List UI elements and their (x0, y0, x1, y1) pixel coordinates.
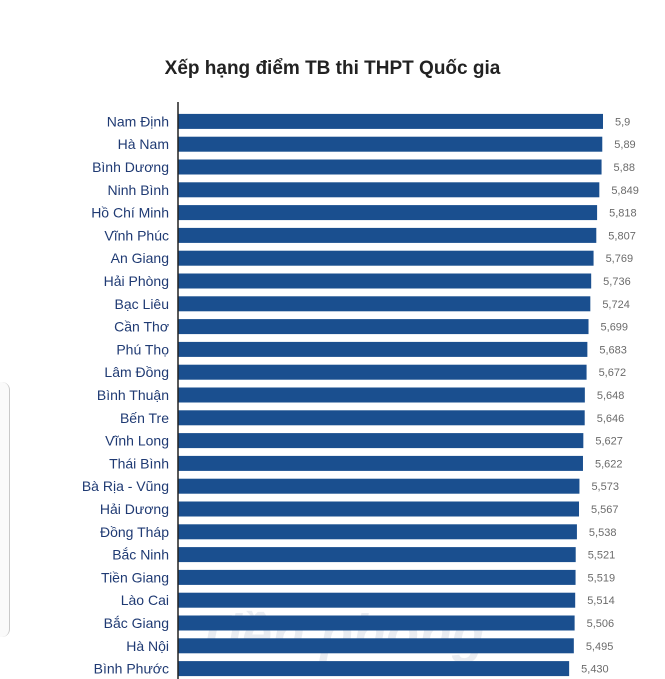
bar (178, 615, 575, 631)
value-label: 5,849 (611, 185, 639, 197)
bar (178, 364, 587, 380)
bar (178, 410, 585, 426)
bar (178, 296, 591, 312)
category-label: Bà Rịa - Vũng (82, 478, 169, 494)
bar (178, 569, 576, 585)
value-label: 5,627 (595, 436, 623, 448)
bar (178, 478, 580, 494)
bar (178, 638, 574, 654)
bar (178, 341, 588, 357)
bar (178, 159, 602, 175)
bar (178, 113, 603, 129)
category-label: Hà Nội (126, 638, 169, 654)
bar (178, 205, 598, 221)
value-label: 5,506 (587, 618, 615, 630)
category-label: Lâm Đồng (104, 364, 169, 380)
value-label: 5,672 (599, 367, 627, 379)
bar (178, 455, 583, 471)
bar (178, 319, 589, 335)
category-label: Bắc Ninh (112, 547, 169, 563)
bar (178, 524, 577, 540)
bar (178, 661, 570, 677)
bar (178, 501, 580, 517)
category-label: Thái Bình (109, 455, 169, 471)
bar (178, 182, 600, 198)
category-label: Bến Tre (120, 410, 169, 426)
value-label: 5,89 (614, 139, 635, 151)
category-label: Hà Nam (118, 136, 169, 152)
value-label: 5,807 (608, 230, 636, 242)
value-label: 5,88 (614, 162, 635, 174)
value-label: 5,683 (599, 344, 627, 356)
value-label: 5,818 (609, 208, 637, 220)
category-label: Hải Dương (100, 501, 169, 517)
bar (178, 592, 576, 608)
bar (178, 227, 597, 243)
value-label: 5,736 (603, 276, 631, 288)
chart-title: Xếp hạng điểm TB thi THPT Quốc gia (164, 58, 501, 79)
category-label: Vĩnh Long (105, 433, 169, 449)
category-label: An Giang (111, 250, 169, 266)
category-label: Bình Thuận (97, 387, 169, 403)
value-label: 5,567 (591, 504, 619, 516)
value-label: 5,699 (601, 322, 629, 334)
category-label: Cần Thơ (114, 319, 169, 335)
category-label: Hải Phòng (104, 273, 169, 289)
bar (178, 433, 584, 449)
value-label: 5,521 (588, 550, 616, 562)
category-label: Tiền Giang (101, 569, 169, 585)
category-label: Lào Cai (121, 592, 169, 608)
category-label: Phú Thọ (116, 341, 169, 357)
value-label: 5,9 (615, 116, 630, 128)
value-label: 5,495 (586, 641, 614, 653)
category-label: Bắc Giang (104, 615, 169, 631)
value-label: 5,622 (595, 458, 623, 470)
category-label: Nam Định (107, 113, 169, 129)
value-label: 5,519 (588, 572, 616, 584)
adjacent-panel-edge (0, 382, 10, 637)
category-label: Bình Phước (94, 661, 169, 677)
category-label: Ninh Bình (108, 182, 169, 198)
value-label: 5,573 (591, 481, 619, 493)
category-label: Bạc Liêu (115, 296, 169, 312)
value-label: 5,724 (602, 299, 630, 311)
value-label: 5,430 (581, 664, 609, 676)
value-label: 5,646 (597, 413, 625, 425)
value-label: 5,538 (589, 527, 617, 539)
bar (178, 136, 603, 152)
watermark-text: Tiền phong (195, 604, 485, 664)
bar (178, 387, 585, 403)
value-label: 5,514 (587, 595, 615, 607)
bar (178, 273, 592, 289)
category-label: Hồ Chí Minh (91, 205, 169, 221)
value-label: 5,648 (597, 390, 625, 402)
value-label: 5,769 (606, 253, 634, 265)
bar (178, 547, 576, 563)
category-label: Bình Dương (92, 159, 169, 175)
category-label: Đồng Tháp (100, 524, 169, 540)
bar (178, 250, 594, 266)
category-label: Vĩnh Phúc (104, 227, 169, 243)
